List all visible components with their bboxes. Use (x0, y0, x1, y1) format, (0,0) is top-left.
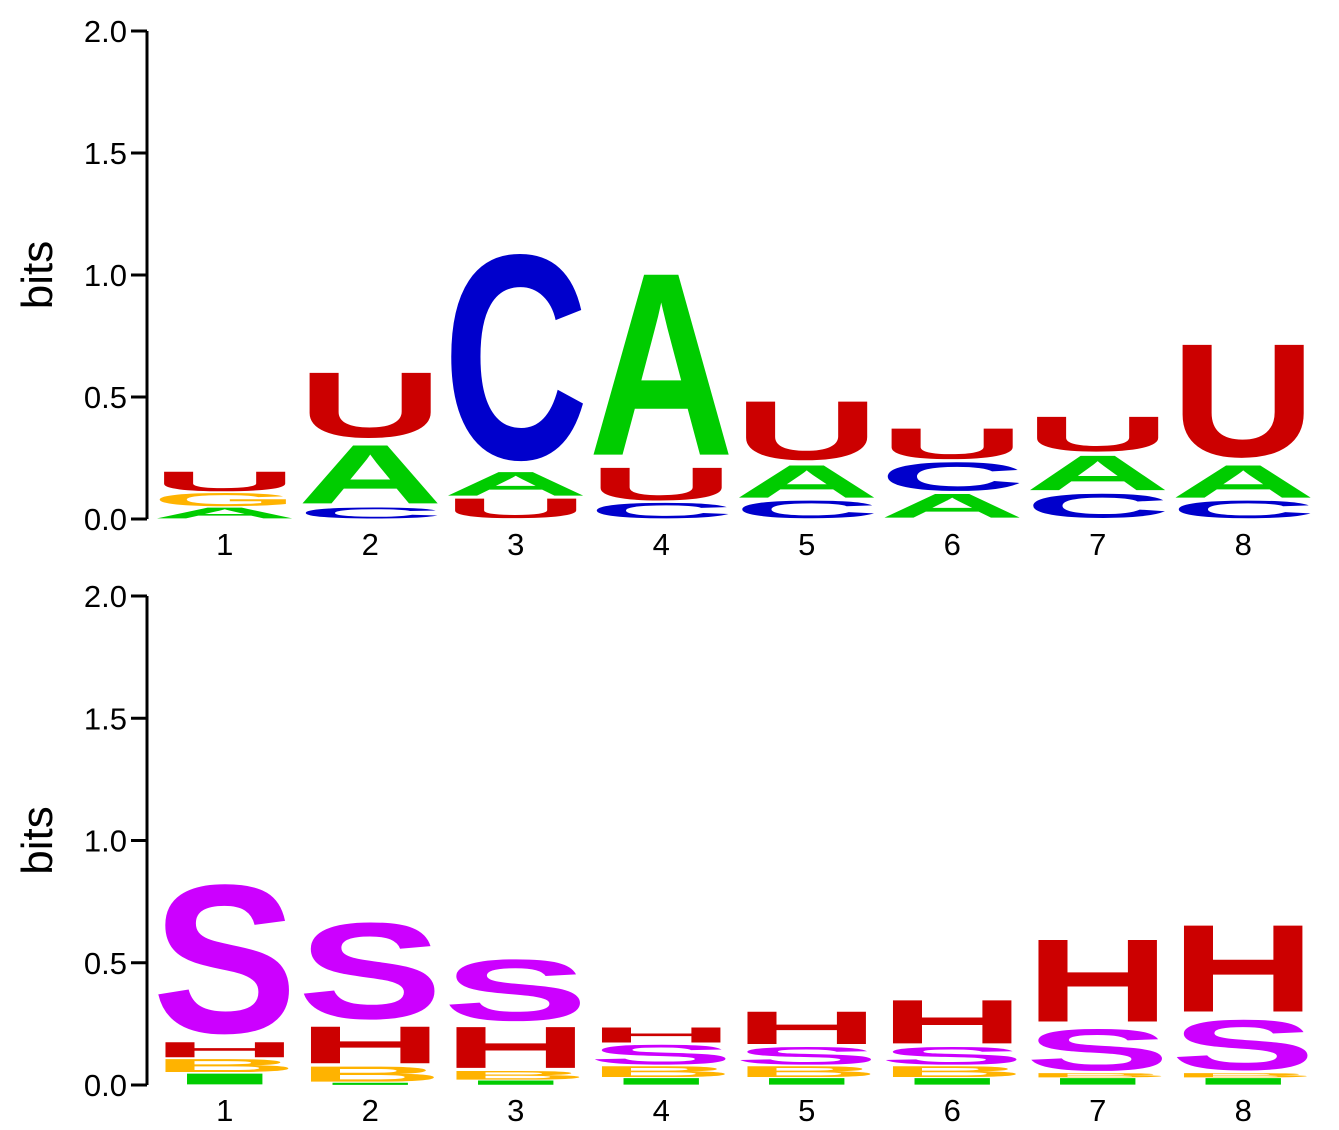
logo-letter-C: C (589, 498, 735, 522)
x-tick-label: 3 (507, 527, 524, 562)
logo-letter-C: C (880, 454, 1025, 499)
logo-letter-B: B (152, 1055, 298, 1076)
logo-letter-H: H (152, 1038, 297, 1062)
logo-letter-I: I (1171, 1076, 1316, 1086)
y-axis-label: bits (13, 806, 62, 874)
logo-letter-A: A (152, 504, 297, 521)
x-tick-label: 6 (944, 527, 961, 562)
logo-letter-C: C (1025, 487, 1171, 525)
y-tick-label: 1.0 (84, 824, 127, 859)
logo-letter-S: S (1025, 1017, 1170, 1083)
logo-letter-A: A (443, 465, 589, 503)
logo-letter-U: U (298, 353, 443, 457)
logo-letter-S: S (443, 942, 588, 1039)
logo-letter-I: I (443, 1079, 588, 1086)
logo-letter-B: B (734, 1063, 879, 1080)
logo-letter-B: B (443, 1068, 588, 1082)
logo-letter-A: A (880, 487, 1026, 525)
x-tick-label: 6 (944, 1093, 961, 1128)
logo-letter-I: I (589, 1076, 734, 1086)
y-tick-label: 0.0 (84, 1068, 127, 1103)
logo-letter-H: H (1171, 898, 1316, 1038)
logo-letter-H: H (589, 1023, 734, 1047)
logo-letter-B: B (1025, 1072, 1170, 1079)
logo-letter-B: B (589, 1063, 734, 1080)
logo-letter-H: H (880, 987, 1026, 1057)
logo-letter-S: S (734, 1042, 879, 1070)
logo-letter-B: B (298, 1062, 443, 1086)
logo-letter-H: H (1025, 915, 1170, 1048)
y-tick-label: 0.0 (84, 502, 127, 537)
logo-letter-B: B (1171, 1072, 1316, 1079)
logo-letter-U: U (880, 419, 1026, 468)
logo-letter-U: U (443, 493, 589, 524)
logo-letter-G: G (152, 489, 297, 510)
logo-letter-U: U (734, 383, 879, 477)
y-tick-label: 1.5 (84, 136, 127, 171)
logo-letter-B: B (880, 1063, 1025, 1080)
x-tick-label: 1 (216, 1093, 233, 1128)
logo-letter-I: I (734, 1076, 879, 1086)
logo-letter-S: S (298, 894, 443, 1048)
logo-letter-C: C (1171, 496, 1316, 524)
x-tick-label: 4 (653, 527, 670, 562)
logo-letter-A: A (1025, 445, 1170, 501)
logo-letter-I: I (1025, 1076, 1170, 1086)
logo-letter-S: S (880, 1042, 1025, 1070)
x-tick-label: 4 (653, 1093, 670, 1128)
logo-letter-C: C (734, 496, 879, 524)
logo-letter-H: H (734, 1002, 880, 1054)
logo-letter-C: C (298, 504, 443, 521)
y-tick-label: 0.5 (84, 380, 127, 415)
y-tick-label: 0.5 (84, 946, 127, 981)
logo-letter-U: U (1171, 310, 1317, 491)
x-tick-label: 2 (362, 1093, 379, 1128)
x-tick-label: 7 (1089, 527, 1106, 562)
x-tick-label: 8 (1235, 527, 1252, 562)
x-tick-label: 7 (1089, 1093, 1106, 1128)
y-tick-label: 2.0 (84, 14, 127, 49)
logo-letter-H: H (443, 1015, 588, 1081)
x-tick-label: 1 (216, 527, 233, 562)
logo-letter-S: S (589, 1039, 734, 1070)
logo-letter-A: A (734, 455, 879, 507)
logo-letter-H: H (298, 1016, 443, 1075)
logo-letter-S: S (1171, 1005, 1316, 1085)
y-tick-label: 2.0 (84, 579, 127, 614)
logo-letter-U: U (589, 458, 734, 510)
logo-letter-I: I (880, 1076, 1025, 1086)
logo-letter-A: A (298, 427, 443, 521)
logo-letter-U: U (1025, 406, 1170, 462)
x-tick-label: 5 (798, 527, 815, 562)
x-tick-label: 8 (1235, 1093, 1252, 1128)
y-tick-label: 1.5 (84, 701, 127, 736)
y-axis-label: bits (13, 241, 62, 309)
logo-letter-A: A (589, 219, 735, 510)
logo-letter-U: U (152, 466, 298, 497)
logo-letter-S: S (152, 840, 297, 1078)
x-tick-label: 3 (507, 1093, 524, 1128)
x-tick-label: 5 (798, 1093, 815, 1128)
logo-letter-C: C (443, 195, 588, 521)
logo-letter-A: A (1171, 455, 1316, 507)
logo-letter-I: I (152, 1070, 297, 1087)
x-tick-label: 2 (362, 527, 379, 562)
y-tick-label: 1.0 (84, 258, 127, 293)
logo-letter-I: I (298, 1082, 443, 1085)
